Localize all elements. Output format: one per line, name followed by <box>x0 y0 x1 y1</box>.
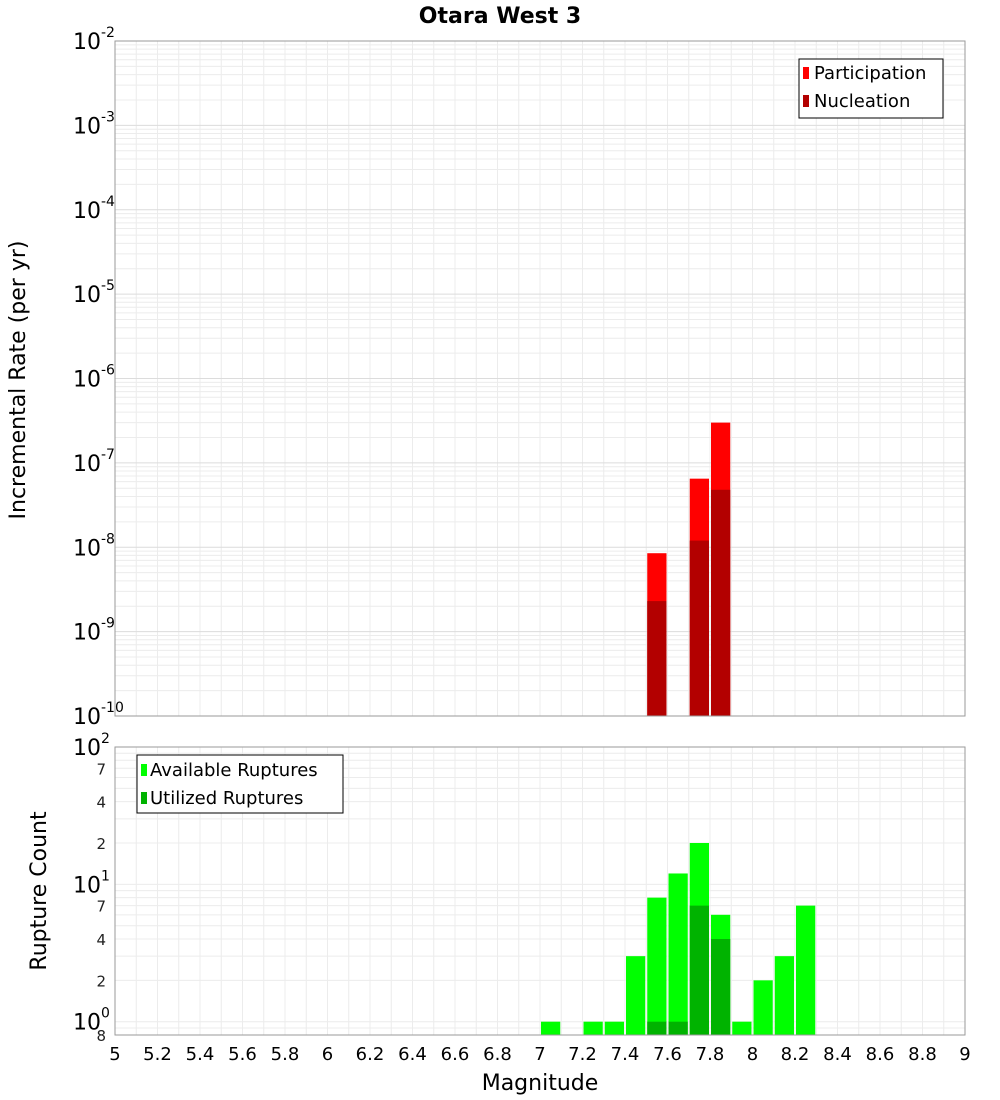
bottom-y-minor-tick-label: 4 <box>96 794 106 812</box>
bottom-legend: Available Ruptures Utilized Ruptures <box>136 754 344 814</box>
legend-participation-label: Participation <box>814 63 926 84</box>
x-tick-label: 6 <box>322 1044 333 1065</box>
x-tick-label: 5 <box>109 1044 120 1065</box>
top-y-tick-label: 10-7 <box>73 447 115 477</box>
bar-available-ruptures <box>647 897 667 1035</box>
bar-utilized-ruptures <box>647 1021 667 1035</box>
x-tick-label: 5.8 <box>271 1044 300 1065</box>
top-gridlines <box>114 41 966 717</box>
bar-available-ruptures <box>541 1021 561 1035</box>
top-legend: Participation Nucleation <box>798 58 944 119</box>
top-y-tick-label: 10-4 <box>73 194 115 224</box>
top-y-tick-label: 10-10 <box>73 700 124 730</box>
top-y-tick-labels: 10-10 10-9 10-8 10-7 10-6 10-5 10-4 10-3 10-2 <box>73 25 124 730</box>
bar-nucleation <box>689 540 709 716</box>
x-tick-label: 6.6 <box>441 1044 470 1065</box>
legend-nucleation-label: Nucleation <box>814 91 910 112</box>
x-tick-label: 8.8 <box>908 1044 937 1065</box>
bar-available-ruptures <box>753 980 773 1035</box>
legend-utilized-label: Utilized Ruptures <box>150 788 303 809</box>
top-plot: 10-10 10-9 10-8 10-7 10-6 10-5 10-4 10-3 10-2 In… <box>6 25 966 730</box>
top-bars <box>647 422 731 716</box>
x-tick-label: 8.2 <box>781 1044 810 1065</box>
top-y-tick-label: 10-6 <box>73 363 115 393</box>
bar-nucleation <box>647 601 667 716</box>
top-plot-border <box>114 40 966 717</box>
top-y-tick-label: 10-8 <box>73 531 115 561</box>
bar-available-ruptures <box>604 1021 624 1035</box>
x-tick-label: 6.2 <box>356 1044 385 1065</box>
x-tick-label: 8.4 <box>823 1044 852 1065</box>
legend-nucleation-swatch <box>803 95 809 107</box>
bottom-y-minor-tick-label: 7 <box>96 760 106 778</box>
x-axis-label: Magnitude <box>482 1071 599 1096</box>
legend-participation-swatch <box>803 67 809 79</box>
bar-nucleation <box>711 489 731 716</box>
bar-available-ruptures <box>732 1021 752 1035</box>
x-tick-label: 7.6 <box>653 1044 682 1065</box>
bar-available-ruptures <box>626 956 646 1035</box>
x-tick-label: 8 <box>747 1044 758 1065</box>
chart-title: Otara West 3 <box>419 4 581 29</box>
x-tick-label: 7.8 <box>696 1044 725 1065</box>
bottom-y-minor-tick-label: 2 <box>96 835 106 853</box>
bottom-y-tick-label: 101 <box>73 868 110 898</box>
x-tick-label: 5.2 <box>143 1044 172 1065</box>
x-tick-label: 7.4 <box>611 1044 640 1065</box>
legend-available-label: Available Ruptures <box>150 760 318 781</box>
top-y-tick-label: 10-9 <box>73 616 115 646</box>
bar-available-ruptures <box>774 956 794 1035</box>
bottom-y-axis-label: Rupture Count <box>27 811 52 971</box>
top-legend-box <box>798 58 944 119</box>
x-tick-label: 6.4 <box>398 1044 427 1065</box>
x-tick-label: 5.4 <box>186 1044 215 1065</box>
bottom-y-minor-tick-label: 7 <box>96 898 106 916</box>
top-y-tick-label: 10-3 <box>73 109 115 139</box>
bottom-y-minor-tick-label: 2 <box>96 972 106 990</box>
legend-utilized-swatch <box>141 792 147 804</box>
x-tick-label: 7 <box>534 1044 545 1065</box>
bar-available-ruptures <box>583 1021 603 1035</box>
bar-available-ruptures <box>668 873 688 1035</box>
bottom-bars <box>541 843 816 1035</box>
x-tick-label: 7.2 <box>568 1044 597 1065</box>
bar-utilized-ruptures <box>668 1021 688 1035</box>
bar-available-ruptures <box>796 905 816 1035</box>
top-y-tick-label: 10-2 <box>73 25 115 55</box>
legend-available-swatch <box>141 764 147 776</box>
x-tick-label: 6.8 <box>483 1044 512 1065</box>
x-tick-labels: 5 5.2 5.4 5.6 5.8 6 6.2 6.4 6.6 6.8 7 7.2 7.4 7.6 7.8 8… <box>109 1044 970 1065</box>
x-tick-label: 5.6 <box>228 1044 257 1065</box>
bar-utilized-ruptures <box>711 939 731 1035</box>
bottom-plot-border <box>114 746 966 1036</box>
x-tick-label: 9 <box>959 1044 970 1065</box>
top-y-axis-label: Incremental Rate (per yr) <box>6 241 31 520</box>
bottom-y-minor-tick-label: 8 <box>96 1027 106 1045</box>
bar-utilized-ruptures <box>689 905 709 1035</box>
bottom-legend-box <box>136 754 344 814</box>
top-y-tick-label: 10-5 <box>73 278 115 308</box>
x-tick-label: 8.6 <box>866 1044 895 1065</box>
bottom-y-tick-label: 102 <box>73 731 110 761</box>
bottom-y-minor-tick-label: 4 <box>96 931 106 949</box>
